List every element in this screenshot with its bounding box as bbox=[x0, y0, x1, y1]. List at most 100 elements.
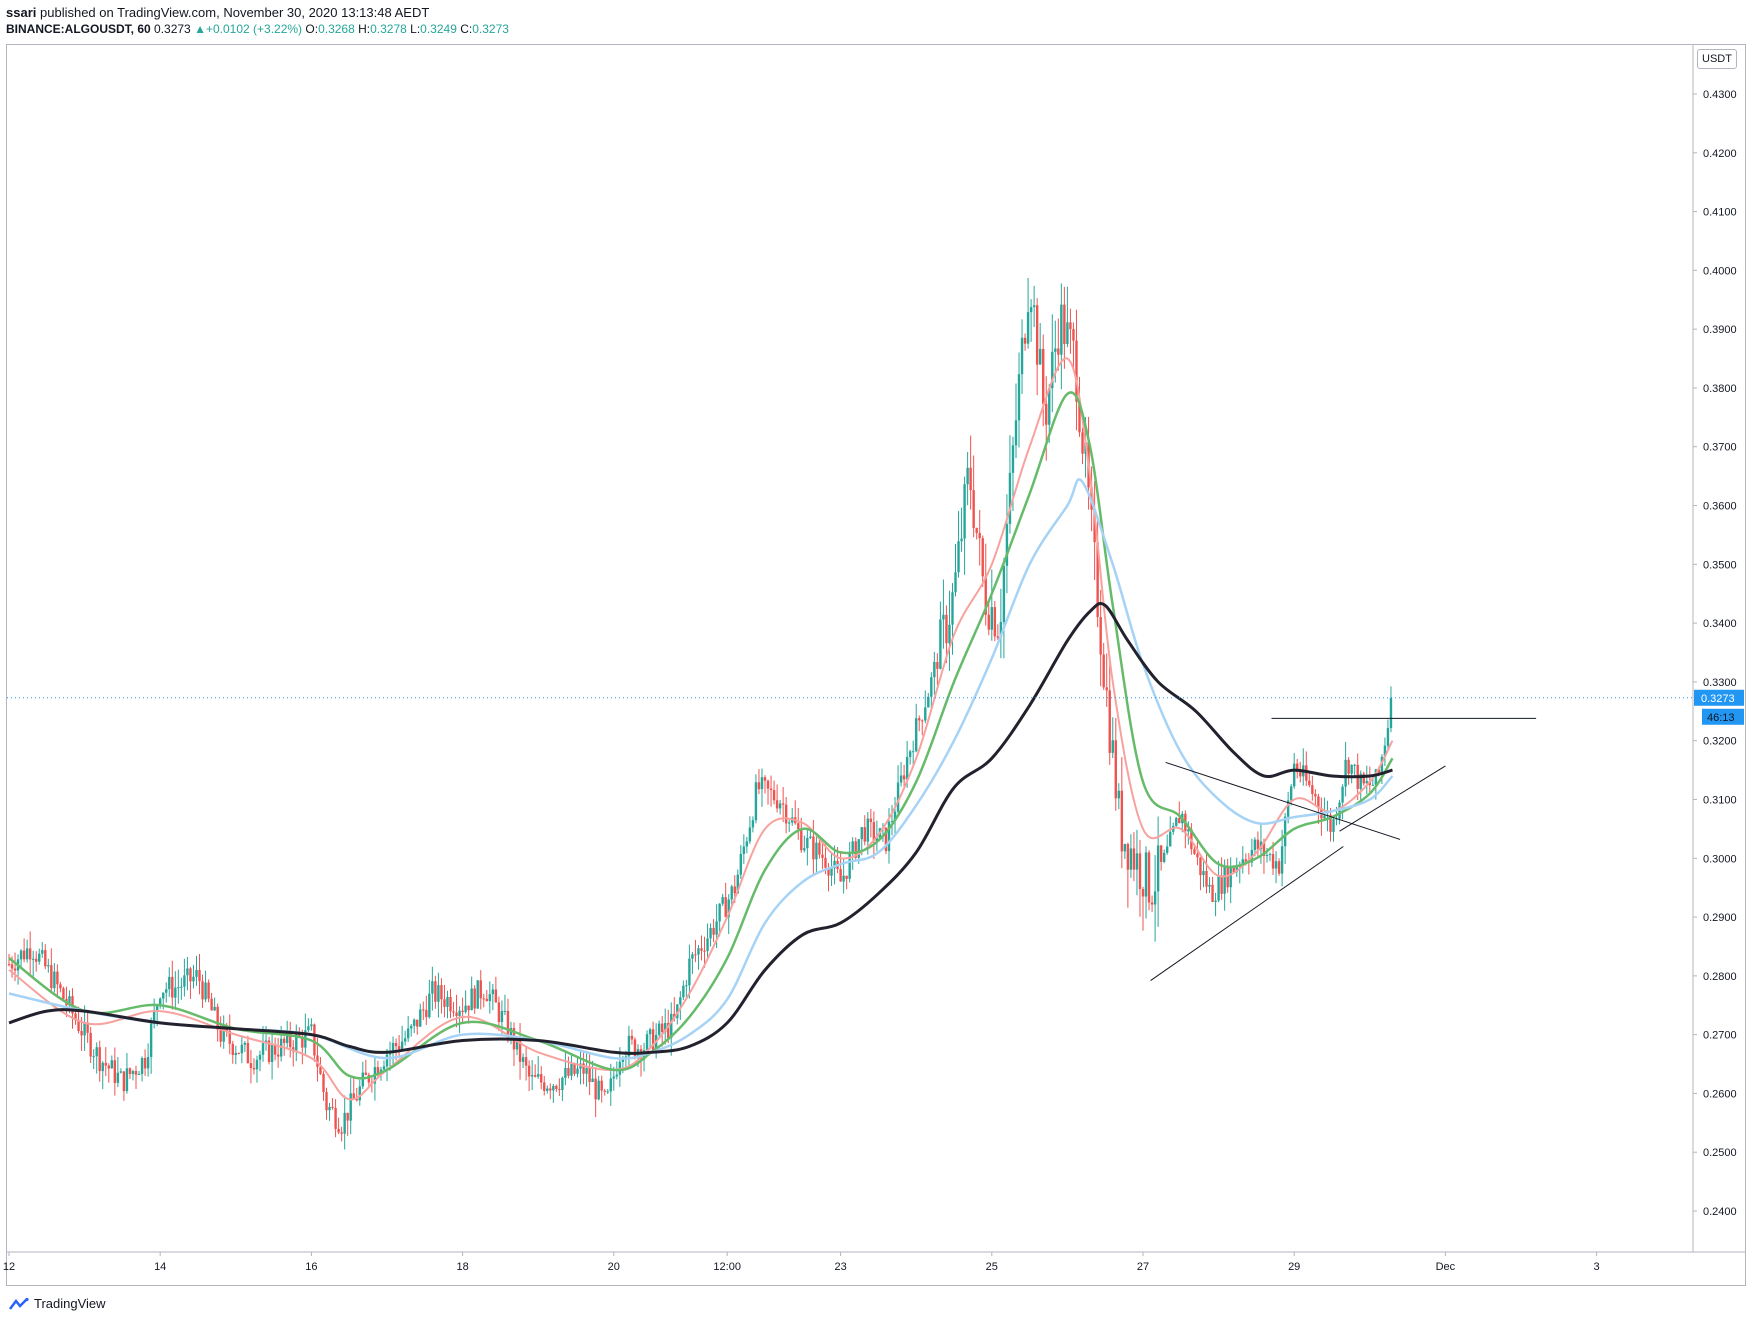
candle-body[interactable] bbox=[207, 982, 210, 999]
candle-body[interactable] bbox=[59, 984, 62, 989]
candle-body[interactable] bbox=[149, 1023, 153, 1057]
candle-body[interactable] bbox=[896, 782, 900, 812]
candle-body[interactable] bbox=[177, 987, 180, 989]
candle-body[interactable] bbox=[1235, 866, 1238, 873]
candle-body[interactable] bbox=[1214, 900, 1217, 902]
candle-body[interactable] bbox=[403, 1038, 407, 1042]
candle-body[interactable] bbox=[1135, 853, 1139, 870]
candle-body[interactable] bbox=[800, 829, 803, 851]
candle-body[interactable] bbox=[1108, 690, 1111, 753]
candle-body[interactable] bbox=[1060, 304, 1063, 355]
candle-body[interactable] bbox=[1057, 348, 1060, 355]
candle-body[interactable] bbox=[1153, 891, 1157, 905]
candle-body[interactable] bbox=[706, 938, 709, 952]
candle-body[interactable] bbox=[237, 1052, 241, 1054]
candle-body[interactable] bbox=[1035, 305, 1039, 365]
candle-body[interactable] bbox=[349, 1093, 352, 1121]
candle-body[interactable] bbox=[258, 1054, 262, 1060]
candle-body[interactable] bbox=[464, 1005, 467, 1013]
candle-body[interactable] bbox=[1029, 307, 1033, 313]
candle-body[interactable] bbox=[1096, 542, 1099, 618]
candle-body[interactable] bbox=[1286, 800, 1290, 817]
candle-body[interactable] bbox=[1359, 773, 1362, 789]
candle-body[interactable] bbox=[1253, 839, 1257, 850]
candle-body[interactable] bbox=[679, 997, 682, 1005]
candle-body[interactable] bbox=[1178, 817, 1181, 824]
candle-body[interactable] bbox=[1374, 769, 1378, 785]
candle-body[interactable] bbox=[165, 989, 168, 993]
symbol-name[interactable]: BINANCE:ALGOUSDT, 60 bbox=[6, 22, 151, 36]
candle-body[interactable] bbox=[240, 1044, 244, 1054]
candle-body[interactable] bbox=[1329, 814, 1332, 832]
candle-body[interactable] bbox=[902, 775, 906, 780]
candle-body[interactable] bbox=[1283, 816, 1287, 847]
candle-body[interactable] bbox=[527, 1065, 531, 1077]
candle-body[interactable] bbox=[1268, 854, 1272, 856]
candle-body[interactable] bbox=[473, 988, 476, 1009]
ma-slow-line[interactable] bbox=[8, 478, 1394, 1060]
candle-body[interactable] bbox=[869, 818, 873, 823]
candle-body[interactable] bbox=[249, 1063, 253, 1068]
candle-body[interactable] bbox=[1066, 322, 1069, 344]
candle-body[interactable] bbox=[1156, 845, 1160, 892]
candle-body[interactable] bbox=[295, 1034, 298, 1052]
candle-body[interactable] bbox=[416, 1019, 419, 1027]
candle-body[interactable] bbox=[769, 788, 773, 791]
candle-body[interactable] bbox=[282, 1038, 286, 1043]
candle-body[interactable] bbox=[621, 1059, 625, 1062]
candle-body[interactable] bbox=[645, 1034, 649, 1051]
candle-body[interactable] bbox=[243, 1042, 247, 1045]
candle-body[interactable] bbox=[506, 1010, 510, 1038]
candle-body[interactable] bbox=[727, 899, 730, 917]
candle-body[interactable] bbox=[107, 1065, 110, 1069]
candle-body[interactable] bbox=[325, 1092, 328, 1111]
candle-body[interactable] bbox=[945, 614, 948, 644]
candle-body[interactable] bbox=[35, 958, 38, 962]
candle-body[interactable] bbox=[585, 1067, 588, 1074]
candle-body[interactable] bbox=[1102, 654, 1105, 688]
candle-body[interactable] bbox=[766, 780, 770, 789]
candle-body[interactable] bbox=[168, 976, 171, 990]
candle-body[interactable] bbox=[86, 1022, 89, 1033]
candle-body[interactable] bbox=[1217, 875, 1220, 901]
candle-body[interactable] bbox=[1211, 884, 1214, 902]
candle-body[interactable] bbox=[685, 985, 688, 987]
candle-body[interactable] bbox=[1208, 884, 1211, 887]
candle-body[interactable] bbox=[564, 1067, 567, 1078]
candle-body[interactable] bbox=[346, 1112, 349, 1121]
candle-body[interactable] bbox=[503, 1010, 507, 1012]
candle-body[interactable] bbox=[89, 1032, 92, 1057]
candle-body[interactable] bbox=[703, 950, 706, 952]
candle-body[interactable] bbox=[1383, 745, 1387, 757]
candle-body[interactable] bbox=[524, 1057, 528, 1066]
candle-body[interactable] bbox=[137, 1073, 141, 1075]
candle-body[interactable] bbox=[267, 1040, 271, 1062]
candle-body[interactable] bbox=[521, 1057, 525, 1062]
candle-body[interactable] bbox=[437, 985, 440, 1002]
candle-body[interactable] bbox=[911, 751, 915, 753]
candle-body[interactable] bbox=[1099, 617, 1102, 655]
candle-body[interactable] bbox=[954, 572, 957, 593]
candle-body[interactable] bbox=[960, 538, 963, 542]
candle-body[interactable] bbox=[576, 1068, 579, 1074]
candle-body[interactable] bbox=[518, 1038, 522, 1062]
candle-body[interactable] bbox=[918, 718, 921, 721]
candle-body[interactable] bbox=[1305, 765, 1308, 781]
candle-body[interactable] bbox=[1241, 859, 1244, 867]
candle-body[interactable] bbox=[382, 1066, 386, 1070]
candle-body[interactable] bbox=[53, 971, 56, 989]
candle-body[interactable] bbox=[555, 1085, 558, 1089]
candle-body[interactable] bbox=[1126, 843, 1130, 870]
candle-body[interactable] bbox=[1341, 786, 1344, 803]
candle-body[interactable] bbox=[1220, 875, 1223, 894]
candle-body[interactable] bbox=[1280, 846, 1284, 874]
candle-body[interactable] bbox=[446, 996, 449, 1007]
candle-body[interactable] bbox=[476, 980, 479, 1009]
candle-body[interactable] bbox=[1165, 846, 1169, 853]
candle-body[interactable] bbox=[1081, 432, 1084, 454]
candle-body[interactable] bbox=[152, 1010, 156, 1024]
candle-body[interactable] bbox=[385, 1054, 389, 1067]
candle-body[interactable] bbox=[83, 1022, 86, 1036]
candle-body[interactable] bbox=[857, 839, 860, 858]
